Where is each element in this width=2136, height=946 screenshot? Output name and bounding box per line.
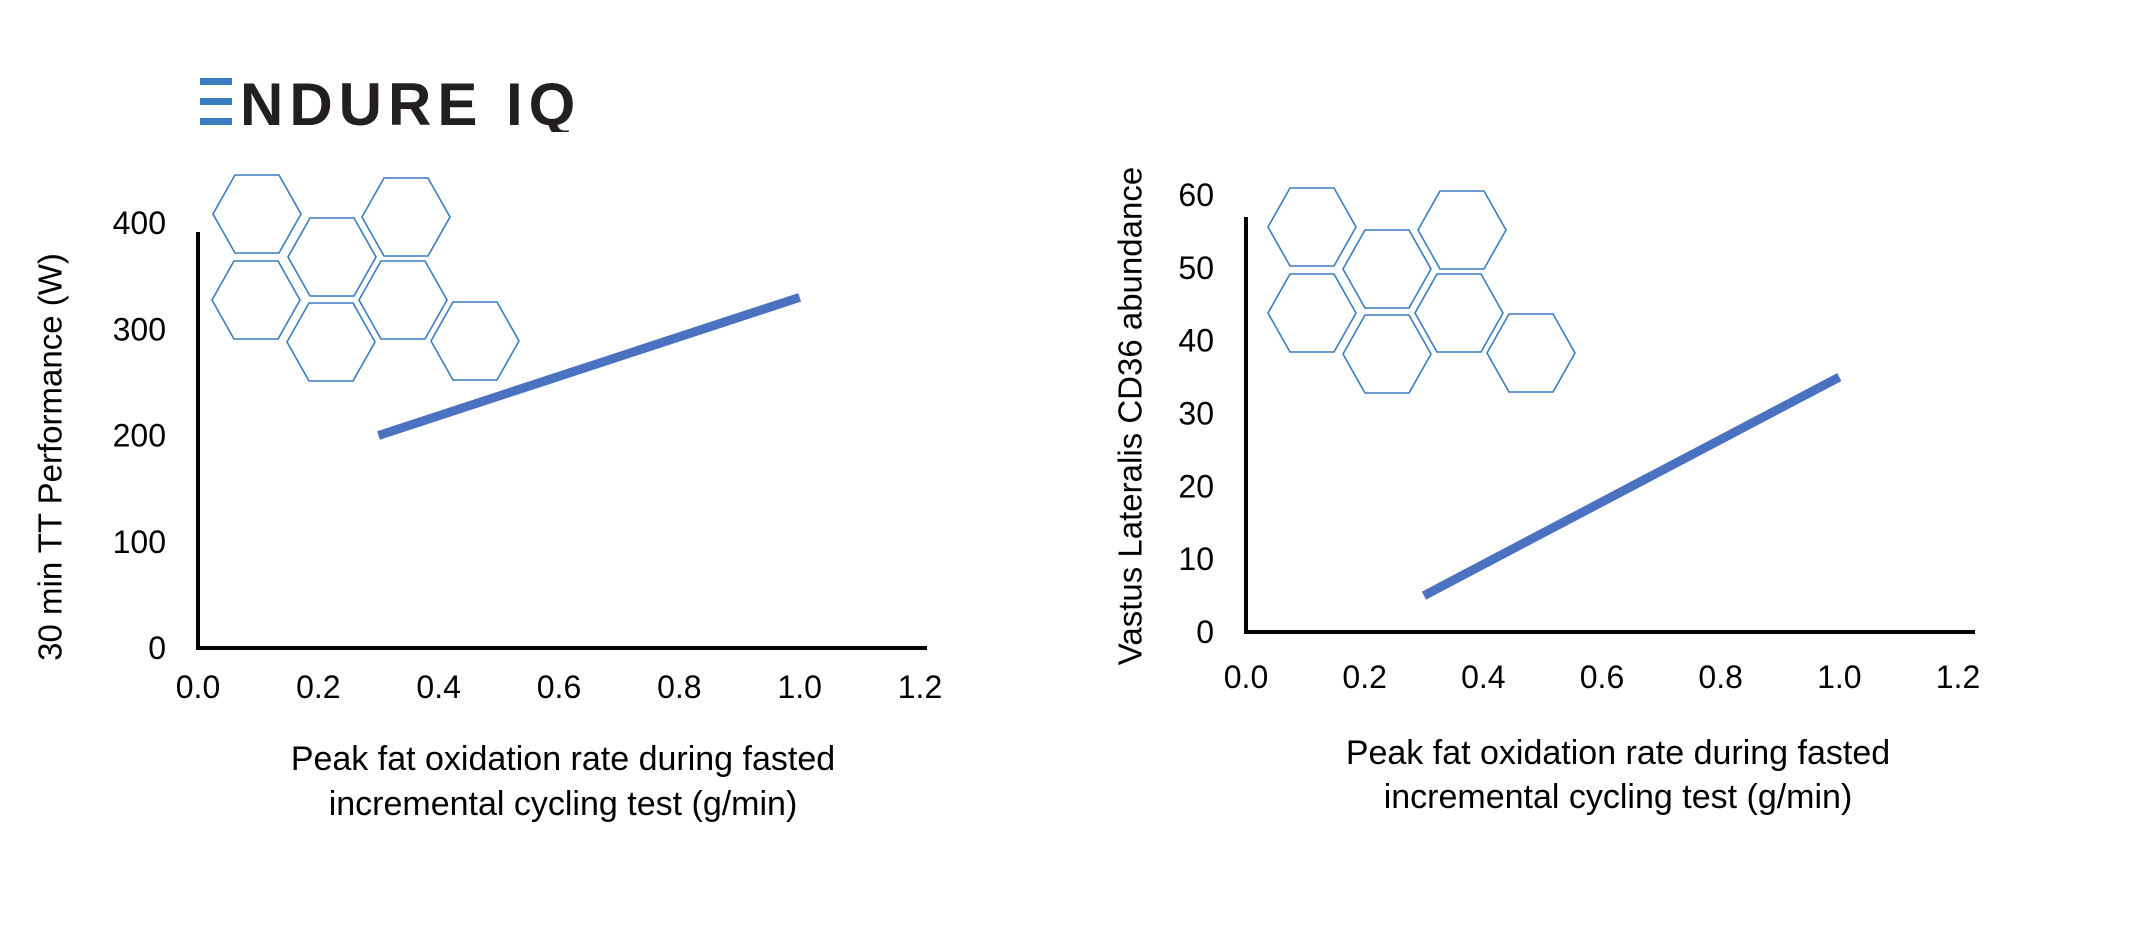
hexagon-icon bbox=[1417, 190, 1507, 270]
hexagon-cluster-icon bbox=[1267, 187, 1576, 394]
x-tick-label: 0.2 bbox=[1342, 659, 1386, 695]
trend-line bbox=[1421, 373, 1842, 600]
hexagon-icon bbox=[1267, 187, 1357, 267]
hexagon-icon bbox=[358, 260, 448, 340]
trend-line bbox=[377, 293, 802, 440]
y-tick-label: 10 bbox=[1178, 541, 1214, 577]
x-tick-label: 0.8 bbox=[657, 669, 701, 705]
x-tick-label: 1.0 bbox=[777, 669, 821, 705]
x-axis-title-line: incremental cycling test (g/min) bbox=[1384, 778, 1853, 816]
y-tick-label: 100 bbox=[113, 524, 166, 560]
hexagon-icon bbox=[1486, 313, 1576, 393]
x-tick-label: 0.8 bbox=[1698, 659, 1742, 695]
hexagon-icon bbox=[361, 177, 451, 257]
x-tick-label: 0.0 bbox=[1224, 659, 1268, 695]
y-tick-label: 40 bbox=[1178, 323, 1214, 359]
y-tick-label: 20 bbox=[1178, 468, 1214, 504]
hexagon-icon bbox=[286, 302, 376, 382]
y-axis-title: Vastus Lateralis CD36 abundance bbox=[1112, 167, 1149, 665]
hexagon-cluster-icon bbox=[211, 174, 520, 382]
y-tick-label: 300 bbox=[113, 311, 166, 347]
x-axis-title-line: Peak fat oxidation rate during fasted bbox=[1346, 734, 1890, 772]
hexagon-icon bbox=[211, 260, 301, 340]
y-tick-label: 60 bbox=[1178, 177, 1214, 213]
x-tick-label: 0.2 bbox=[296, 669, 340, 705]
x-tick-label: 0.6 bbox=[1580, 659, 1624, 695]
hexagon-icon bbox=[212, 174, 302, 254]
hexagon-icon bbox=[287, 217, 377, 297]
chart-2: 0 10 20 30 40 50 60 0.0 0.2 0.4 0.6 0.8 1.0 1.2 Vastus… bbox=[1112, 167, 1981, 816]
x-tick-label: 1.2 bbox=[898, 669, 942, 705]
x-tick-label: 0.4 bbox=[1461, 659, 1505, 695]
x-axis-title-line: Peak fat oxidation rate during fasted bbox=[291, 740, 835, 778]
y-tick-label: 50 bbox=[1178, 250, 1214, 286]
x-tick-label: 1.0 bbox=[1817, 659, 1861, 695]
endure-iq-logo: NDURE IQ bbox=[200, 72, 580, 132]
logo-mark: NDURE IQ bbox=[200, 72, 580, 132]
logo-e-icon bbox=[200, 78, 232, 125]
x-axis-title-line: incremental cycling test (g/min) bbox=[329, 785, 798, 823]
hexagon-icon bbox=[1267, 273, 1357, 353]
x-tick-label: 0.4 bbox=[416, 669, 460, 705]
x-tick-label: 0.6 bbox=[537, 669, 581, 705]
y-tick-label: 30 bbox=[1178, 396, 1214, 432]
y-tick-label: 0 bbox=[148, 630, 166, 666]
x-tick-label: 0.0 bbox=[176, 669, 220, 705]
hexagon-icon bbox=[430, 301, 520, 381]
x-tick-label: 1.2 bbox=[1936, 659, 1980, 695]
y-tick-label: 200 bbox=[113, 418, 166, 454]
logo-text: NDURE IQ bbox=[240, 72, 580, 132]
y-tick-label: 0 bbox=[1196, 614, 1214, 650]
hexagon-icon bbox=[1342, 229, 1432, 309]
hexagon-icon bbox=[1342, 314, 1432, 394]
y-axis-title: 30 min TT Performance (W) bbox=[32, 253, 69, 661]
y-tick-label: 400 bbox=[113, 205, 166, 241]
chart-1: 0 100 200 300 400 0.0 0.2 0.4 0.6 0.8 1.0 1.2 30 min… bbox=[32, 174, 942, 823]
hexagon-icon bbox=[1414, 273, 1504, 353]
